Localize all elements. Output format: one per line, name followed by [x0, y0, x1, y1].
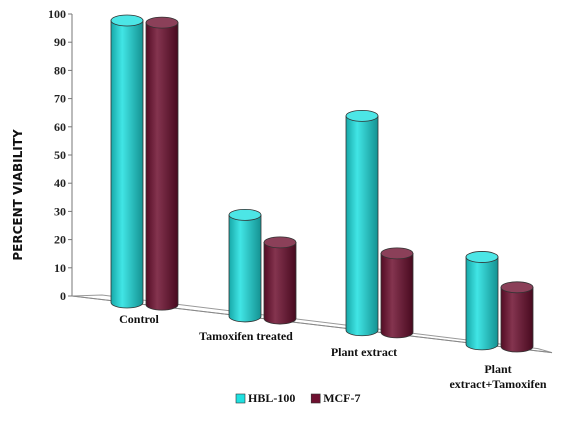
bar-top [145, 16, 179, 29]
bar-mcf-7-2 [380, 247, 414, 339]
bar-hbl-100-2 [345, 110, 379, 337]
bar-top [465, 251, 499, 263]
y-axis-label: PERCENT VIABILITY [11, 129, 25, 261]
bar-top [380, 247, 414, 260]
legend-swatch-mcf-7 [310, 393, 321, 404]
y-tick-label: 50 [54, 148, 66, 162]
bar-top [263, 236, 297, 249]
bar-body [465, 256, 499, 351]
x-category-label: extract+Tamoxifen [449, 377, 546, 391]
y-tick-label: 80 [54, 63, 66, 77]
bar-body [228, 214, 262, 323]
bar-mcf-7-1 [263, 236, 297, 325]
bar-body [380, 252, 414, 339]
bar-body [500, 286, 534, 353]
bar-hbl-100-3 [465, 251, 499, 351]
bar-body [263, 242, 297, 325]
bar-body [145, 22, 179, 311]
bar-body [110, 20, 144, 309]
bar-top [345, 110, 379, 122]
y-tick-label: 30 [54, 204, 66, 218]
legend-label: MCF-7 [323, 391, 360, 405]
y-tick-label: 60 [54, 120, 66, 134]
legend-label: HBL-100 [248, 391, 295, 405]
x-category-label: Control [119, 312, 159, 326]
bar-mcf-7-0 [145, 16, 179, 311]
y-tick-label: 100 [48, 7, 66, 21]
y-tick-label: 40 [54, 176, 66, 190]
bar-body [345, 115, 379, 337]
bar-mcf-7-3 [500, 281, 534, 353]
bar-top [500, 281, 534, 294]
bar-top [228, 208, 262, 221]
y-tick-label: 90 [54, 35, 66, 49]
bar-hbl-100-1 [228, 208, 262, 323]
y-tick-label: 20 [54, 233, 66, 247]
y-tick-label: 70 [54, 92, 66, 106]
x-category-label: Plant [484, 362, 511, 376]
legend-swatch-hbl-100 [235, 393, 246, 404]
y-tick-label: 10 [54, 261, 66, 275]
x-category-label: Plant extract [331, 345, 397, 359]
y-tick-label: 0 [60, 289, 66, 303]
bar-top [110, 14, 144, 27]
x-category-label: Tamoxifen treated [199, 329, 293, 343]
bar-hbl-100-0 [110, 14, 144, 309]
